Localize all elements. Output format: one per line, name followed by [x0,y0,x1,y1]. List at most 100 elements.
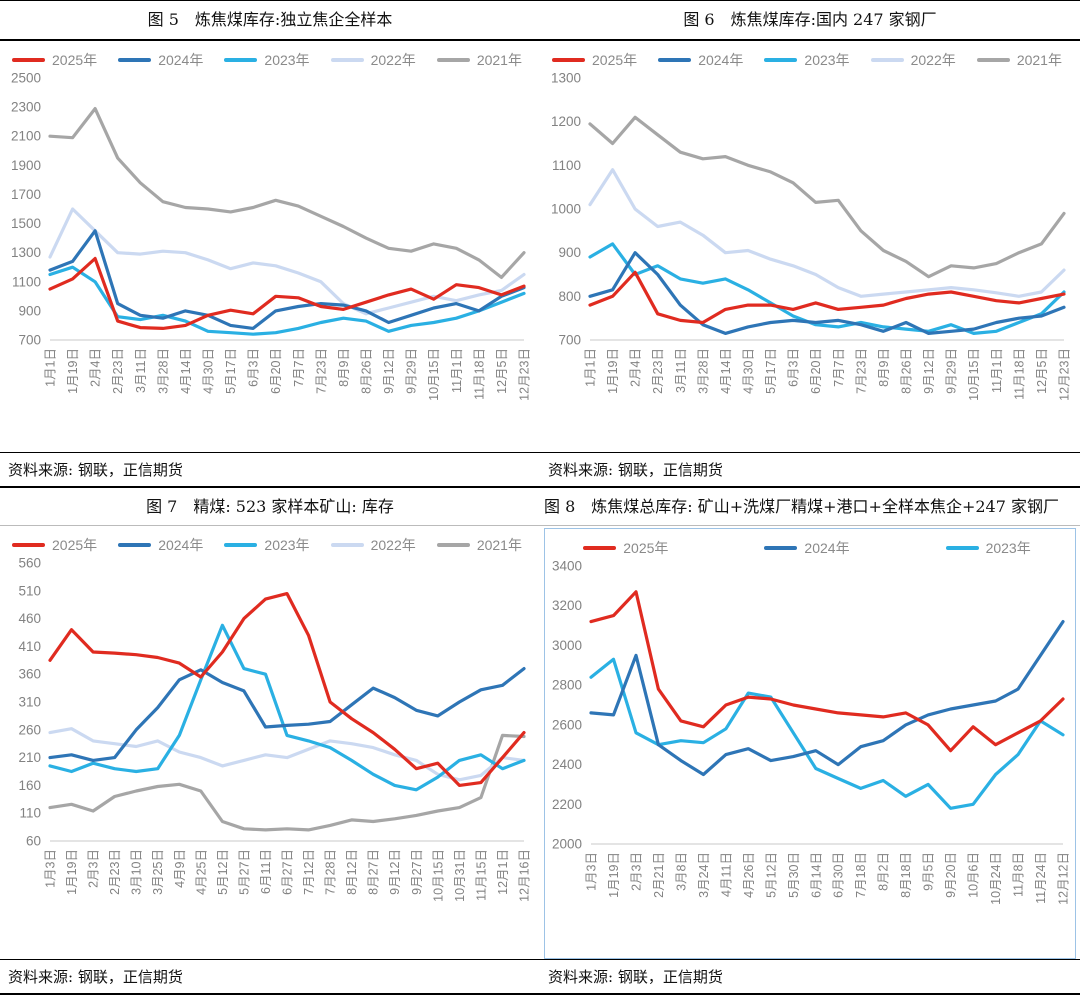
y-tick-label: 3200 [552,598,582,613]
x-tick-label: 4月26日 [742,852,756,898]
legend-label: 2025年 [592,51,638,68]
series-line-2024年 [589,620,1065,777]
figure6-chart: 2025年 2024年 2023年 2022年 2021年 1300 1200 1100 10… [544,43,1076,452]
figure8-title: 图 8 炼焦煤总库存: 矿山+洗煤厂精煤+港口+全样本焦企+247 家钢厂 [544,496,1059,516]
y-tick-label: 2400 [552,757,582,772]
x-tick-label: 3月28日 [156,348,170,394]
figure7-chart-cell: 2025年 2024年 2023年 2022年 2021年 560 510 460 410 36… [0,526,540,959]
legend-item-2021年: 2021年 [436,50,522,70]
x-tick-label: 9月27日 [410,849,424,895]
y-tick-label: 360 [18,667,41,682]
legend-item-2021年: 2021年 [976,50,1062,70]
x-tick-label: 1月1日 [44,348,58,387]
x-tick-label: 9月12日 [388,849,402,895]
figure7-plot: 560 510 460 410 360 310 260 210 160 110 60 1月3日 1月19… [4,555,536,955]
x-tick-label: 4月25日 [194,849,208,895]
legend-item-2024年: 2024年 [118,535,203,555]
x-tick-label: 2月3日 [629,852,643,891]
x-tick-label: 8月26日 [360,348,374,394]
legend-item-2023年: 2023年 [224,535,310,555]
legend-label: 2022年 [370,51,416,68]
legend-item-2025年: 2025年 [12,50,97,70]
x-tick-label: 11月8日 [1012,852,1026,897]
legend-line-swatch [118,57,152,62]
x-tick-label: 12月23日 [518,348,532,401]
y-tick-label: 160 [18,778,41,793]
x-tick-label: 8月26日 [900,348,914,394]
x-tick-label: 5月12日 [216,849,230,895]
x-tick-label: 6月20日 [809,348,823,394]
y-tick-label: 110 [19,806,41,821]
chart-rule-1 [0,451,1080,453]
x-tick-label: 8月9日 [877,348,891,387]
figure6-source: 资料来源: 钢联，正信期货 [548,460,723,479]
y-tick-label: 1100 [552,157,581,172]
x-tick-label: 3月11日 [674,348,688,393]
x-tick-label: 7月7日 [832,348,846,387]
legend-item-2022年: 2022年 [330,535,416,555]
legend-label: 2023年 [804,51,850,68]
x-tick-label: 2月23日 [108,849,122,895]
series-line-2023年 [589,657,1065,811]
y-tick-label: 2500 [11,70,41,85]
x-tick-label: 4月9日 [173,849,187,888]
x-tick-label: 8月12日 [345,849,359,895]
x-tick-label: 4月14日 [719,348,733,394]
legend-item-2023年: 2023年 [224,50,310,70]
y-tick-label: 700 [18,332,41,347]
x-tick-label: 5月27日 [237,849,251,895]
figure7-title: 图 7 精煤: 523 家样本矿山: 库存 [146,496,394,516]
legend-line-swatch [436,57,470,62]
legend-label: 2024年 [804,540,850,557]
legend-line-swatch [12,57,45,62]
series-line-2021年 [48,106,526,279]
x-tick-label: 5月17日 [224,348,238,394]
legend-item-2023年: 2023年 [764,50,850,70]
legend-label: 2024年 [158,537,204,554]
legend-line-swatch [945,546,979,551]
x-tick-label: 9月29日 [405,348,419,394]
x-tick-label: 10月6日 [967,852,981,898]
legend-item-2023年: 2023年 [945,538,1031,558]
top-rule [0,0,1080,1]
x-tick-label: 8月9日 [337,348,351,387]
series-line-2021年 [48,733,526,832]
x-tick-label: 4月14日 [179,348,193,394]
x-tick-label: 1月19日 [607,852,621,898]
x-tick-label: 1月3日 [44,849,58,888]
x-tick-label: 7月7日 [292,348,306,387]
legend-label: 2021年 [1016,51,1062,68]
figure5-chart: 2025年 2024年 2023年 2022年 2021年 2500 2300 2100 19… [4,43,536,452]
x-tick-label: 5月30日 [787,852,801,898]
y-tick-label: 900 [558,245,581,260]
legend-label: 2023年 [264,537,310,554]
chart-row-1: 2025年 2024年 2023年 2022年 2021年 2500 2300 2100 19… [0,41,1080,452]
legend-label: 2024年 [158,51,204,68]
figure7-legend: 2025年 2024年 2023年 2022年 2021年 [4,528,536,555]
title-row-1: 图 5 炼焦煤库存:独立焦企全样本 图 6 炼焦煤库存:国内 247 家钢厂 [0,1,1080,39]
x-tick-label: 2月23日 [111,348,125,394]
title-rule-1 [0,38,1080,41]
y-tick-label: 3000 [552,638,582,653]
legend-label: 2024年 [698,51,744,68]
figure8-chart: 2025年 2024年 2023年 3400 3200 3000 2800 2600 2400… [544,528,1076,960]
y-tick-label: 900 [18,303,41,318]
x-tick-label: 4月30日 [742,348,756,394]
legend-line-swatch [976,57,1010,62]
x-tick-label: 6月30日 [832,852,846,898]
x-tick-label: 2月21日 [652,852,666,898]
x-tick-label: 4月11日 [719,852,733,897]
y-tick-label: 1000 [551,201,581,216]
legend-line-swatch [658,57,692,62]
figure5-plot: 2500 2300 2100 1900 1700 1500 1300 1100 900 700 1月… [4,70,536,452]
x-tick-label: 3月8日 [674,852,688,891]
legend-line-swatch [436,543,470,548]
source-rule-1 [0,485,1080,488]
x-tick-label: 6月20日 [269,348,283,394]
x-tick-label: 1月3日 [585,852,599,891]
x-tick-label: 9月5日 [922,852,936,891]
x-tick-label: 3月11日 [134,348,148,393]
x-tick-label: 6月14日 [809,852,823,898]
x-tick-label: 11月1日 [450,348,464,393]
